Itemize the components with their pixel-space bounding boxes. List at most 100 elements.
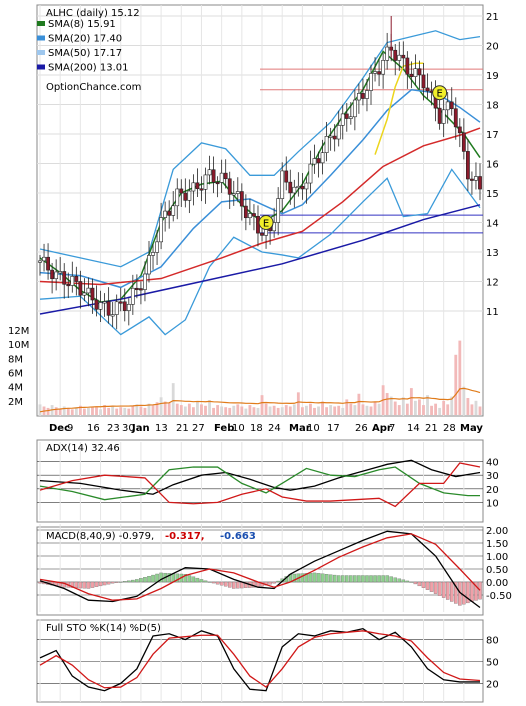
volume-bar: [70, 409, 74, 415]
volume-bar: [167, 402, 171, 415]
candle-body: [50, 269, 55, 280]
date-label: 16: [87, 423, 100, 434]
macd-histogram-bar: [300, 573, 305, 583]
macd-panel: 2.00 1.50 1.00 0.50 0.00 -0.50 MACD(8,40,9) -…: [36, 524, 512, 616]
volume-bar: [151, 405, 155, 415]
panel-tick-label: -0.50: [486, 591, 512, 602]
sto-title: Full STO %K(14) %D(5): [46, 623, 161, 634]
date-label: Feb: [214, 423, 234, 434]
date-label: 14: [407, 423, 420, 434]
panel-tick-label: 40: [486, 458, 499, 469]
candle-body: [336, 125, 341, 140]
macd-histogram-bar: [191, 576, 196, 583]
candle-body: [54, 271, 59, 280]
legend-label: SMA(8) 15.91: [48, 19, 116, 30]
macd-histogram-bar: [143, 577, 147, 583]
candle-body: [332, 135, 337, 140]
panel-tick-label: 20: [486, 485, 499, 496]
volume-bar: [115, 408, 119, 415]
candle-body: [187, 190, 192, 201]
date-label: 21: [176, 423, 189, 434]
macd-histogram-bar: [167, 573, 171, 583]
macd-histogram-bar: [102, 581, 107, 586]
candle-body: [195, 182, 200, 190]
volume-bar: [317, 406, 320, 415]
macd-histogram-bar: [462, 581, 466, 605]
panel-tick-label: 0.00: [486, 578, 508, 589]
candle-body: [46, 256, 50, 271]
macd-histogram-bar: [114, 581, 119, 583]
macd-histogram-bar: [94, 581, 99, 587]
candle-body: [155, 241, 159, 253]
volume-bar: [260, 395, 264, 415]
candle-body: [66, 284, 71, 287]
volume-bar: [272, 405, 276, 415]
volume-bar: [462, 386, 466, 415]
candle-body: [465, 151, 470, 180]
candle-body: [38, 260, 42, 263]
volume-bar: [365, 405, 369, 415]
volume-bar: [232, 405, 236, 415]
volume-bar: [103, 405, 106, 415]
macd-signal-value: -0.317,: [165, 531, 205, 542]
macd-histogram-bar: [353, 575, 357, 583]
volume-bar: [216, 405, 220, 415]
volume-bar: [220, 406, 224, 415]
candle-body: [308, 163, 313, 184]
candle-body: [239, 191, 244, 207]
macd-histogram-bar: [320, 573, 325, 583]
candle-body: [373, 71, 377, 74]
volume-bar: [175, 403, 179, 415]
volume-bar: [438, 407, 442, 415]
series-line-sma50: [374, 62, 424, 155]
macd-histogram-bar: [110, 581, 115, 584]
volume-bar: [385, 393, 389, 415]
macd-histogram-bar: [417, 581, 422, 587]
volume-bar: [430, 405, 433, 415]
adx-panel-frame: [36, 439, 484, 523]
macd-histogram-bar: [454, 581, 458, 604]
legend-swatch: [37, 21, 45, 26]
volume-bar: [474, 400, 478, 415]
volume-tick-label: 4M: [8, 383, 23, 394]
candle-body: [134, 287, 139, 291]
candle-body: [94, 299, 99, 310]
volume-bar: [256, 407, 260, 415]
volume-bar: [373, 402, 377, 415]
volume-bar: [357, 393, 361, 415]
date-label: 26: [355, 423, 368, 434]
candle-body: [348, 116, 353, 119]
volume-bar: [405, 403, 409, 415]
macd-histogram-bar: [341, 575, 345, 583]
volume-bar: [450, 396, 454, 415]
macd-histogram-bar: [316, 573, 321, 583]
volume-bar: [54, 407, 58, 415]
candle-body: [86, 287, 91, 294]
macd-histogram-bar: [429, 581, 434, 592]
macd-histogram-bar: [219, 581, 224, 586]
volume-bar: [159, 397, 163, 415]
volume-bar: [155, 402, 159, 415]
volume-bar: [38, 404, 42, 415]
macd-histogram-bar: [199, 579, 204, 583]
candle-body: [90, 287, 95, 301]
legend-swatch: [37, 35, 45, 41]
volume-bar: [276, 407, 280, 415]
volume-bar: [187, 403, 191, 415]
volume-bar: [284, 405, 288, 415]
candle-body: [352, 99, 357, 118]
price-tick-label: 13: [486, 248, 499, 259]
price-candles: [38, 16, 482, 330]
volume-bar: [135, 404, 139, 415]
panel-tick-label: 1.00: [486, 552, 508, 563]
stochastic-panel: 80 50 20 Full STO %K(14) %D(5): [36, 619, 499, 703]
candle-body: [98, 302, 103, 310]
date-label: 9: [67, 423, 73, 434]
price-axis-labels: 21 20 19 18 17 16 15 14 13 12 11: [486, 12, 499, 318]
candle-body: [409, 73, 414, 77]
date-label: May: [460, 423, 483, 434]
volume-bar: [345, 399, 349, 415]
macd-histogram-bar: [118, 581, 123, 583]
